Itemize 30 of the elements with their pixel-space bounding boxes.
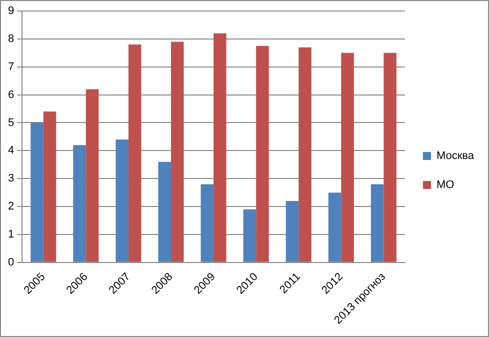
bar (43, 112, 56, 262)
bar (370, 184, 384, 262)
y-tick-label: 8 (8, 32, 14, 45)
bar (328, 192, 342, 262)
bar (384, 52, 396, 262)
y-tick-label: 9 (8, 5, 14, 18)
bar (298, 47, 312, 262)
bar (86, 89, 99, 262)
legend-label: МО (436, 179, 455, 192)
bar (286, 200, 299, 262)
bar (73, 145, 86, 262)
y-tick-label: 1 (8, 228, 14, 240)
y-tick-label: 6 (8, 88, 14, 101)
y-tick-label: 4 (8, 144, 14, 157)
bar (256, 46, 269, 262)
legend-label: Москва (436, 150, 475, 162)
y-tick-label: 0 (8, 256, 14, 268)
bar (341, 52, 354, 262)
bar (158, 162, 171, 262)
y-tick-label: 2 (8, 200, 14, 213)
bar (170, 42, 184, 262)
bar (128, 44, 142, 262)
bar (30, 122, 44, 262)
bar (214, 33, 226, 262)
bar (116, 139, 128, 262)
y-tick-label: 7 (8, 60, 14, 73)
bar (243, 209, 256, 262)
y-tick-label: 5 (8, 116, 14, 129)
bar (200, 184, 214, 262)
y-tick-label: 3 (8, 172, 14, 185)
